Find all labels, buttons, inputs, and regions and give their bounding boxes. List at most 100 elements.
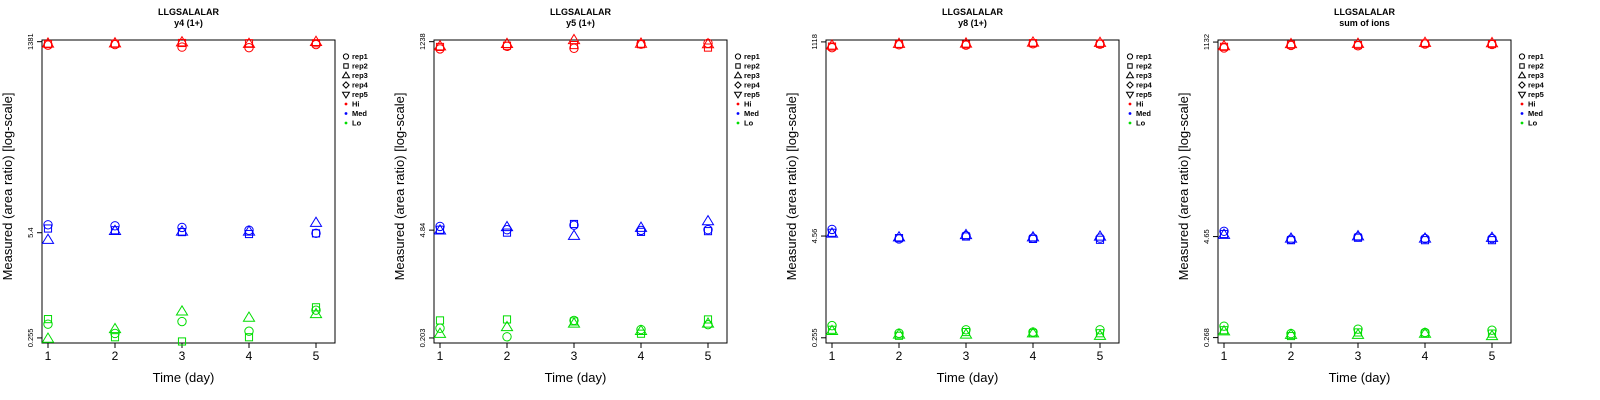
data-point-lo-rep3 [567,317,581,328]
legend-label: rep4 [1528,81,1545,90]
data-point-lo-rep1 [1487,325,1497,335]
data-point-med-rep3 [433,223,447,235]
data-point-med-rep2 [1420,236,1430,245]
data-point-hi-rep3 [1026,35,1040,47]
legend-marker-hi [1128,102,1132,106]
data-point-lo-rep3 [1026,326,1040,338]
data-point-med-rep1 [177,222,187,233]
data-point-hi-rep3 [1217,39,1231,51]
data-point-med-rep1 [435,221,445,232]
data-point-med-rep3 [701,214,715,226]
x-tick-label: 3 [179,349,186,363]
y-axis-label: Measured (area ratio) [log-scale] [0,93,15,281]
data-point-hi-rep1 [435,44,445,54]
data-point-lo-rep1 [244,326,254,336]
data-point-lo-rep1 [43,319,53,329]
y-tick-label: 1132 [1202,34,1211,50]
data-point-lo-rep1 [177,316,187,327]
legend-label: Hi [1528,100,1536,109]
data-point-hi-rep2 [311,39,321,48]
data-point-lo-rep3 [433,327,447,338]
x-tick-label: 2 [112,349,119,363]
x-tick-label: 4 [1030,349,1037,363]
legend-marker-rep1 [1518,53,1526,60]
y-axis-label: Measured (area ratio) [log-scale] [392,93,407,281]
legend-marker-rep4 [1126,81,1134,89]
data-point-med-rep2 [311,229,321,238]
x-tick-label: 4 [246,349,253,363]
legend-label: rep1 [1528,52,1544,61]
plot-area-frame [1217,39,1512,344]
data-point-lo-rep2 [502,315,512,324]
data-point-med-rep3 [892,230,906,242]
data-point-lo-rep2 [110,333,120,342]
legend-label: rep3 [1528,71,1544,80]
data-point-med-rep3 [1284,232,1298,243]
x-tick-label: 1 [1221,349,1228,363]
legend-marker-med [344,112,348,115]
data-point-med-rep2 [1028,234,1038,244]
legend-label: Med [1528,109,1543,118]
x-tick-label: 5 [705,349,712,363]
chart-subtitle: y5 (1+) [566,18,595,28]
data-point-med-rep2 [703,227,713,236]
data-point-med-rep2 [435,225,445,234]
legend-marker-hi [1520,102,1524,106]
legend-label: Med [1136,109,1151,118]
legend-label: Lo [352,119,362,128]
y-tick-label: 1118 [810,34,819,50]
data-point-hi-rep3 [892,37,906,48]
data-point-hi-rep3 [959,36,973,48]
data-point-lo-rep3 [108,322,122,334]
legend-label: Hi [1136,100,1144,109]
data-point-lo-rep1 [1219,321,1229,331]
x-axis-label: Time (day) [1329,370,1391,385]
data-point-med-rep3 [108,224,122,235]
legend-label: Hi [352,100,360,109]
x-tick-label: 5 [313,349,320,363]
legend-label: Lo [1528,119,1538,128]
data-point-hi-rep3 [1485,36,1499,48]
data-point-lo-rep3 [701,317,715,328]
legend-label: rep5 [1528,90,1544,99]
legend-marker-rep2 [1519,63,1525,69]
data-point-lo-rep1 [1095,325,1105,335]
x-tick-label: 3 [571,349,578,363]
data-point-lo-rep2 [311,303,321,312]
x-axis-label: Time (day) [937,370,999,385]
data-point-lo-rep3 [892,327,906,339]
data-point-med-rep3 [1217,228,1231,239]
legend-marker-lo [1128,121,1132,125]
data-point-hi-rep3 [242,37,256,48]
legend-label: Lo [744,119,754,128]
x-tick-label: 2 [1288,349,1295,363]
data-point-med-rep2 [244,229,254,239]
chart-title: LLGSALALAR [942,7,1003,17]
data-point-med-rep1 [502,225,512,235]
data-point-hi-rep3 [825,38,839,50]
legend-marker-rep4 [734,81,742,89]
x-axis-label: Time (day) [545,370,607,385]
data-point-lo-rep2 [435,316,445,325]
data-point-lo-rep3 [634,324,648,335]
plot-area-frame [433,39,728,344]
legend-marker-rep5 [1517,91,1527,99]
legend-label: Med [744,109,759,118]
y-axis-label: Measured (area ratio) [log-scale] [784,93,799,281]
legend-marker-rep5 [733,91,743,99]
data-point-med-rep3 [959,228,973,240]
data-point-med-rep3 [567,229,581,240]
data-point-hi-rep3 [309,35,323,46]
data-point-med-rep3 [1418,232,1432,243]
data-point-med-rep3 [1026,230,1040,242]
y-tick-label: 1381 [26,33,35,50]
legend-label: rep5 [352,90,368,99]
data-point-lo-rep3 [1485,329,1499,341]
